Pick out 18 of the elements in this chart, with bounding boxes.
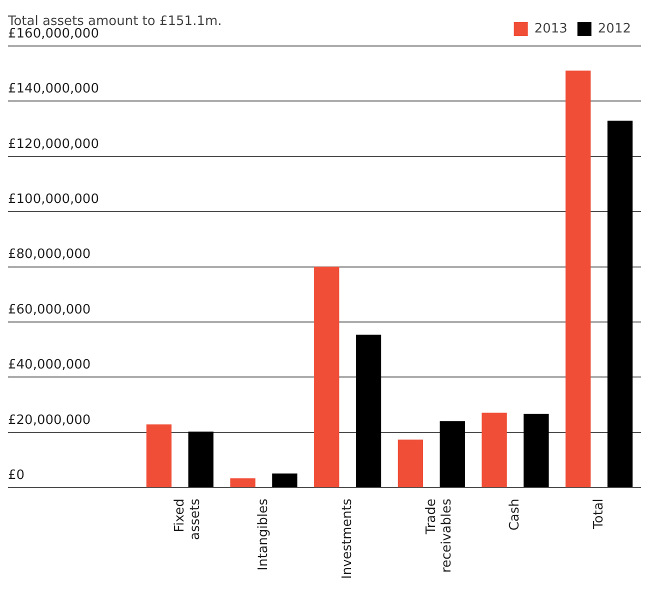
y-tick-label: £160,000,000	[8, 26, 99, 42]
x-tick-label: Total	[591, 498, 606, 530]
y-tick-label: £20,000,000	[8, 412, 91, 428]
x-tick-label: Cash	[508, 498, 523, 531]
legend-label: 2012	[598, 21, 632, 36]
y-tick-label: £60,000,000	[8, 302, 91, 318]
x-tick-label: Fixed assets	[172, 498, 203, 540]
legend-label: 2013	[534, 21, 568, 36]
x-tick-label: Trade receivables	[424, 498, 454, 573]
x-tick-label: Intangibles	[256, 498, 272, 570]
chart-title: Total assets amount to £151.1m.	[8, 14, 222, 29]
y-tick-label: £120,000,000	[8, 136, 99, 152]
y-tick-label: £40,000,000	[8, 358, 91, 373]
y-tick-label: £0	[8, 468, 25, 483]
y-tick-label: £80,000,000	[8, 247, 91, 262]
y-tick-label: £140,000,000	[8, 82, 99, 97]
x-tick-label: Investments	[340, 498, 355, 579]
y-tick-label: £100,000,000	[8, 192, 99, 207]
